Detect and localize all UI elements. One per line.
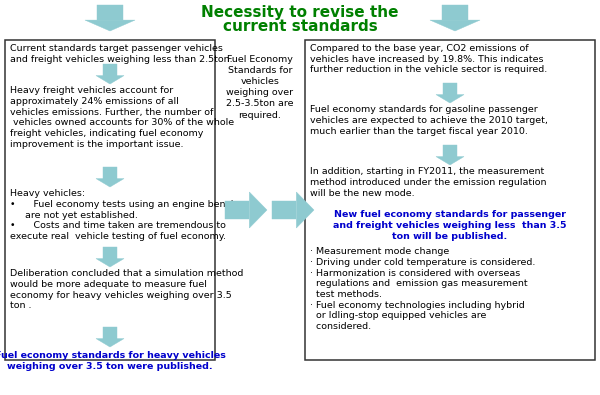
Text: current standards: current standards: [223, 19, 377, 34]
Polygon shape: [443, 83, 457, 94]
Polygon shape: [103, 327, 117, 339]
Polygon shape: [250, 192, 267, 228]
Text: •      Fuel economy tests using an engine bench
     are not yet established.
• : • Fuel economy tests using an engine ben…: [10, 200, 237, 241]
Polygon shape: [225, 201, 250, 219]
Polygon shape: [96, 259, 124, 267]
Polygon shape: [436, 156, 464, 165]
Polygon shape: [430, 20, 480, 31]
Text: Current standards target passenger vehicles
and freight vehicles weighing less t: Current standards target passenger vehic…: [10, 44, 233, 64]
Polygon shape: [96, 339, 124, 347]
Text: Fuel economy standards for gasoline passenger
vehicles are expected to achieve t: Fuel economy standards for gasoline pass…: [310, 105, 548, 135]
Polygon shape: [443, 145, 457, 156]
Text: New fuel economy standards for passenger
and freight vehicles weighing less  tha: New fuel economy standards for passenger…: [333, 210, 567, 241]
Polygon shape: [436, 94, 464, 103]
Polygon shape: [103, 167, 117, 179]
Text: Compared to the base year, CO2 emissions of
vehicles have increased by 19.8%. Th: Compared to the base year, CO2 emissions…: [310, 44, 547, 75]
Text: · Measurement mode change
· Driving under cold temperature is considered.
· Harm: · Measurement mode change · Driving unde…: [310, 247, 535, 331]
Text: In addition, starting in FY2011, the measurement
method introduced under the emi: In addition, starting in FY2011, the mea…: [310, 167, 547, 198]
Polygon shape: [272, 201, 296, 219]
Text: Fuel economy standards for heavy vehicles
weighing over 3.5 ton were published.: Fuel economy standards for heavy vehicle…: [0, 351, 226, 371]
Polygon shape: [442, 5, 468, 20]
Text: Heavy vehicles:: Heavy vehicles:: [10, 189, 85, 198]
Text: Necessity to revise the: Necessity to revise the: [201, 5, 399, 20]
Text: Fuel Economy
Standards for
vehicles
weighing over
2.5-3.5ton are
required.: Fuel Economy Standards for vehicles weig…: [226, 55, 294, 120]
Text: Deliberation concluded that a simulation method
would be more adequate to measur: Deliberation concluded that a simulation…: [10, 269, 244, 310]
Polygon shape: [103, 64, 117, 75]
Text: Heavy freight vehicles account for
approximately 24% emissions of all
vehicles e: Heavy freight vehicles account for appro…: [10, 86, 234, 149]
Polygon shape: [103, 247, 117, 259]
Polygon shape: [296, 192, 314, 228]
Bar: [305, 40, 595, 360]
Polygon shape: [85, 20, 135, 31]
Polygon shape: [96, 179, 124, 187]
Polygon shape: [96, 75, 124, 84]
Polygon shape: [97, 5, 123, 20]
Bar: [5, 40, 215, 360]
